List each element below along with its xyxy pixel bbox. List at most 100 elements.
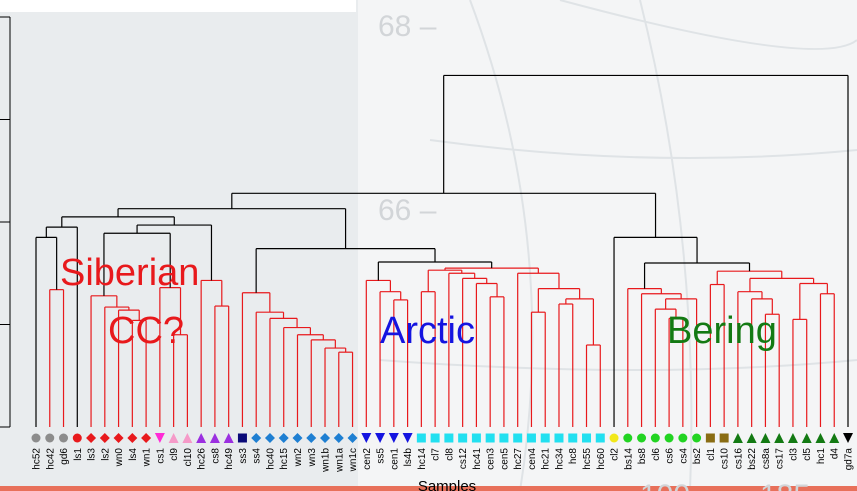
leaf-label: wn2 xyxy=(293,448,304,468)
leaf-label: cl2 xyxy=(610,448,621,461)
leaf-label: cl10 xyxy=(183,448,194,467)
map-label: 66 – xyxy=(378,194,437,227)
leaf-label: gd6 xyxy=(59,448,70,465)
leaf-marker xyxy=(32,434,41,443)
leaf-label: gd7a xyxy=(844,448,855,471)
leaf-label: hc15 xyxy=(279,448,290,470)
leaf-marker xyxy=(73,434,82,443)
leaf-label: hc27 xyxy=(513,448,524,470)
leaf-label: bs8 xyxy=(637,448,648,465)
leaf-label: hc34 xyxy=(554,448,565,470)
leaf-marker xyxy=(692,434,701,443)
leaf-label: cen2 xyxy=(362,448,373,470)
leaf-label: cs17 xyxy=(775,448,786,470)
leaf-label: cen4 xyxy=(527,448,538,470)
leaf-label: cen1 xyxy=(389,448,400,470)
leaf-label: wn1c xyxy=(348,448,359,472)
leaf-label: cs4 xyxy=(678,448,689,464)
leaf-label: ss3 xyxy=(238,448,249,464)
leaf-label: cl8 xyxy=(444,448,455,461)
leaf-label: cl9 xyxy=(169,448,180,461)
leaf-label: hc52 xyxy=(32,448,43,470)
leaf-label: hc49 xyxy=(224,448,235,470)
leaf-marker xyxy=(59,434,68,443)
cluster-annotation: Siberian xyxy=(60,252,199,294)
leaf-label: cs1 xyxy=(155,448,166,464)
leaf-label: wn3 xyxy=(307,448,318,468)
leaf-marker xyxy=(472,434,481,443)
leaf-marker xyxy=(527,434,536,443)
leaf-label: cs8a xyxy=(761,448,772,470)
leaf-label: cl7 xyxy=(431,448,442,461)
leaf-marker xyxy=(651,434,660,443)
leaf-label: hc60 xyxy=(596,448,607,470)
leaf-marker xyxy=(554,434,563,443)
leaf-label: cl1 xyxy=(706,448,717,461)
leaf-label: hc21 xyxy=(541,448,552,470)
leaf-marker xyxy=(45,434,54,443)
leaf-label: hc1 xyxy=(816,448,827,465)
leaf-marker xyxy=(637,434,646,443)
leaf-label: cl5 xyxy=(802,448,813,461)
leaf-label: bs14 xyxy=(623,448,634,470)
leaf-label: hc41 xyxy=(472,448,483,470)
leaf-label: cl3 xyxy=(788,448,799,461)
leaf-marker xyxy=(706,434,715,443)
leaf-marker xyxy=(541,434,550,443)
leaf-label: hc14 xyxy=(417,448,428,470)
leaf-label: cs12 xyxy=(458,448,469,470)
leaf-label: ls4b xyxy=(403,448,414,467)
leaf-marker xyxy=(513,434,522,443)
leaf-label: ls4 xyxy=(128,448,139,461)
leaf-label: ls1 xyxy=(73,448,84,461)
cluster-annotation: Arctic xyxy=(380,310,475,352)
leaf-marker xyxy=(720,434,729,443)
leaf-label: cen3 xyxy=(486,448,497,470)
map-label: 68 – xyxy=(378,10,437,43)
leaf-marker xyxy=(417,434,426,443)
leaf-marker xyxy=(665,434,674,443)
leaf-marker xyxy=(678,434,687,443)
leaf-label: wn1 xyxy=(142,448,153,468)
map-label: 100 xyxy=(640,479,690,491)
leaf-label: bs2 xyxy=(692,448,703,465)
leaf-label: cs6 xyxy=(665,448,676,464)
leaf-label: hc55 xyxy=(582,448,593,470)
x-axis-label: Samples xyxy=(418,478,476,491)
leaf-marker xyxy=(623,434,632,443)
page: 68 – 66 – 100 185 Samples hc52hc42gd6ls1… xyxy=(0,0,857,491)
leaf-label: hc42 xyxy=(45,448,56,470)
leaf-label: wn1b xyxy=(321,448,332,473)
leaf-marker xyxy=(431,434,440,443)
map-top-strip xyxy=(0,0,356,12)
leaf-marker xyxy=(568,434,577,443)
map-label: 185 xyxy=(760,479,810,491)
cluster-annotation: Bering xyxy=(667,310,777,352)
leaf-label: cen5 xyxy=(499,448,510,470)
leaf-label: wn1a xyxy=(334,448,345,473)
leaf-label: wn0 xyxy=(114,448,125,468)
leaf-label: d4 xyxy=(830,448,841,460)
leaf-marker xyxy=(238,434,247,443)
leaf-marker xyxy=(486,434,495,443)
cluster-annotation: CC? xyxy=(108,310,184,352)
leaf-marker xyxy=(596,434,605,443)
leaf-label: cl6 xyxy=(651,448,662,461)
leaf-marker xyxy=(444,434,453,443)
leaf-label: ls2 xyxy=(100,448,111,461)
leaf-label: cs16 xyxy=(733,448,744,470)
leaf-label: ss4 xyxy=(252,448,263,464)
leaf-marker xyxy=(582,434,591,443)
leaf-label: hc40 xyxy=(265,448,276,470)
leaf-marker xyxy=(499,434,508,443)
map-panel xyxy=(0,0,358,491)
leaf-marker xyxy=(458,434,467,443)
leaf-label: cs8 xyxy=(210,448,221,464)
leaf-label: bs22 xyxy=(747,448,758,470)
leaf-marker xyxy=(610,434,619,443)
leaf-label: hc8 xyxy=(568,448,579,465)
leaf-label: ss5 xyxy=(376,448,387,464)
leaf-label: ls3 xyxy=(87,448,98,461)
leaf-label: cs10 xyxy=(720,448,731,470)
leaf-label: hc26 xyxy=(197,448,208,470)
